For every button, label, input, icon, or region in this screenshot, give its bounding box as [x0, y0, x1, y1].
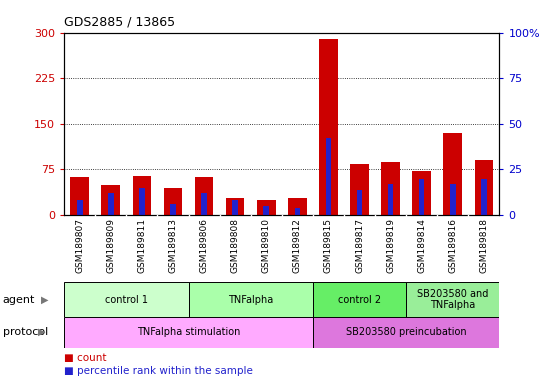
Bar: [357, 190, 362, 215]
Bar: [295, 208, 300, 215]
Bar: [170, 204, 176, 215]
Text: GSM189809: GSM189809: [107, 218, 116, 273]
Text: GSM189810: GSM189810: [262, 218, 271, 273]
Text: ▶: ▶: [41, 295, 48, 305]
Bar: [444, 133, 462, 215]
Text: GSM189815: GSM189815: [324, 218, 333, 273]
Bar: [388, 184, 393, 215]
Text: GSM189806: GSM189806: [200, 218, 209, 273]
Bar: [163, 188, 182, 215]
Text: protocol: protocol: [3, 327, 48, 337]
Text: ■ percentile rank within the sample: ■ percentile rank within the sample: [64, 366, 253, 376]
Text: GSM189818: GSM189818: [479, 218, 488, 273]
Text: GSM189814: GSM189814: [417, 218, 426, 273]
Bar: [232, 200, 238, 215]
Text: GSM189811: GSM189811: [137, 218, 146, 273]
Bar: [313, 317, 499, 348]
Text: GSM189816: GSM189816: [448, 218, 457, 273]
Bar: [139, 188, 145, 215]
Text: ■ count: ■ count: [64, 353, 107, 363]
Text: GSM189819: GSM189819: [386, 218, 395, 273]
Text: control 2: control 2: [338, 295, 381, 305]
Bar: [350, 164, 369, 215]
Text: GSM189807: GSM189807: [75, 218, 84, 273]
Text: agent: agent: [3, 295, 35, 305]
Bar: [474, 161, 493, 215]
Bar: [450, 184, 455, 215]
Bar: [381, 162, 400, 215]
Bar: [133, 175, 151, 215]
Text: control 1: control 1: [105, 295, 148, 305]
Bar: [189, 282, 313, 317]
Bar: [77, 200, 83, 215]
Bar: [319, 39, 338, 215]
Bar: [70, 177, 89, 215]
Text: ▶: ▶: [38, 327, 45, 337]
Bar: [201, 193, 207, 215]
Bar: [108, 193, 114, 215]
Bar: [64, 282, 189, 317]
Bar: [412, 171, 431, 215]
Bar: [326, 138, 331, 215]
Bar: [263, 206, 269, 215]
Bar: [195, 177, 213, 215]
Bar: [64, 317, 313, 348]
Text: GSM189813: GSM189813: [169, 218, 177, 273]
Bar: [419, 179, 425, 215]
Text: GDS2885 / 13865: GDS2885 / 13865: [64, 15, 175, 28]
Bar: [406, 282, 499, 317]
Bar: [481, 179, 487, 215]
Text: SB203580 preincubation: SB203580 preincubation: [346, 327, 466, 337]
Bar: [102, 185, 120, 215]
Bar: [288, 198, 307, 215]
Bar: [226, 198, 244, 215]
Bar: [257, 200, 276, 215]
Text: TNFalpha stimulation: TNFalpha stimulation: [137, 327, 240, 337]
Bar: [313, 282, 406, 317]
Text: TNFalpha: TNFalpha: [228, 295, 273, 305]
Text: GSM189808: GSM189808: [230, 218, 239, 273]
Text: GSM189812: GSM189812: [293, 218, 302, 273]
Text: SB203580 and
TNFalpha: SB203580 and TNFalpha: [417, 289, 488, 310]
Text: GSM189817: GSM189817: [355, 218, 364, 273]
